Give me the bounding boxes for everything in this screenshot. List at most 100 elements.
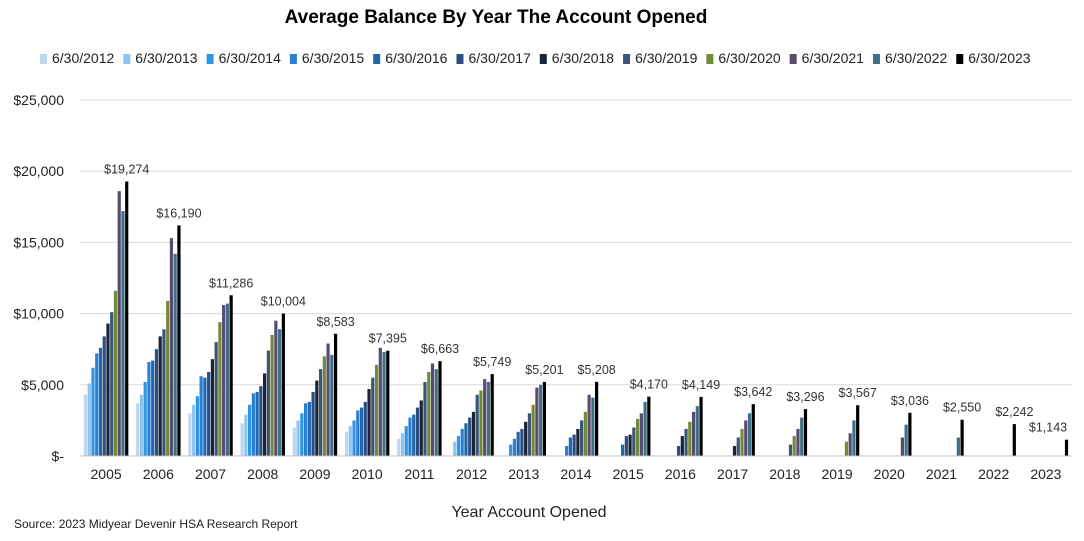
bar: [311, 391, 315, 456]
x-tick-label: 2019: [821, 466, 852, 482]
x-tick-label: 2005: [91, 466, 122, 482]
bar: [583, 411, 587, 456]
bar: [539, 384, 543, 456]
y-tick-label: $-: [52, 448, 65, 464]
bar: [747, 413, 752, 456]
bar: [352, 420, 356, 456]
bar: [371, 377, 375, 456]
source-note: Source: 2023 Midyear Devenir HSA Researc…: [14, 517, 298, 531]
bar: [415, 407, 420, 456]
x-tick-label: 2015: [613, 466, 644, 482]
bar: [110, 312, 114, 456]
y-axis-ticks: $- $5,000 $10,000 $15,000 $20,000 $25,000: [13, 92, 64, 464]
bar: [908, 412, 912, 456]
bar: [266, 350, 270, 456]
bar: [113, 290, 118, 456]
bar: [400, 433, 405, 456]
x-tick-label: 2017: [717, 466, 748, 482]
bar: [169, 238, 174, 456]
bar: [684, 428, 688, 456]
bar: [303, 403, 308, 456]
bar: [419, 400, 423, 456]
legend-label: 6/30/2023: [968, 50, 1030, 66]
y-tick-label: $10,000: [13, 306, 64, 322]
x-tick-label: 2022: [978, 466, 1009, 482]
data-label: $5,208: [578, 363, 616, 377]
bar: [192, 404, 196, 456]
x-tick-label: 2021: [926, 466, 957, 482]
bar: [576, 428, 580, 456]
legend-label: 6/30/2014: [219, 50, 281, 66]
bar: [900, 437, 904, 456]
data-label: $2,550: [943, 401, 981, 415]
bar: [102, 336, 106, 456]
x-tick-label: 2014: [560, 466, 591, 482]
bar: [732, 446, 737, 456]
bar: [471, 411, 476, 456]
bar: [468, 417, 472, 456]
data-label: $1,143: [1029, 421, 1067, 435]
x-tick-label: 2020: [874, 466, 905, 482]
x-tick-label: 2012: [456, 466, 487, 482]
bar: [531, 404, 535, 456]
bar: [904, 424, 908, 456]
legend-swatch: [206, 54, 214, 64]
chart-title: Average Balance By Year The Account Open…: [285, 7, 708, 28]
x-tick-label: 2009: [299, 466, 330, 482]
bar: [151, 360, 155, 456]
bar: [259, 386, 263, 456]
legend-swatch: [956, 54, 964, 64]
bar: [572, 434, 576, 456]
bar: [744, 420, 748, 456]
bars: [83, 181, 1069, 457]
data-label: $2,242: [995, 405, 1033, 419]
bar: [363, 401, 367, 456]
bar: [434, 369, 438, 456]
x-tick-label: 2008: [247, 466, 278, 482]
bar: [475, 394, 479, 456]
data-label: $16,190: [156, 206, 201, 220]
bar: [456, 436, 461, 456]
bar: [960, 419, 964, 456]
bar: [516, 431, 520, 456]
bar: [229, 295, 233, 456]
bar: [188, 413, 192, 456]
bar: [367, 389, 371, 456]
bar: [162, 329, 166, 456]
gridlines: [80, 99, 1072, 386]
legend-swatch: [289, 54, 297, 64]
bar: [453, 441, 457, 456]
bar: [278, 329, 282, 456]
bar: [344, 431, 349, 456]
bar: [326, 343, 330, 456]
bar: [147, 362, 151, 456]
bar: [83, 394, 88, 456]
bar: [803, 409, 808, 456]
bar: [509, 444, 513, 456]
legend-label: 6/30/2018: [552, 50, 614, 66]
bar: [356, 410, 360, 456]
bar: [512, 438, 517, 456]
bar: [382, 352, 386, 456]
legend-swatch: [623, 54, 631, 64]
bar: [486, 381, 491, 456]
bar: [386, 350, 390, 456]
bar: [800, 417, 804, 456]
x-axis-ticks: 2005 2006 2007 2008 2009 2010 2011 2012 2013 2014…: [91, 466, 1062, 482]
x-tick-label: 2016: [665, 466, 696, 482]
legend-swatch: [706, 54, 714, 64]
data-label: $4,170: [630, 378, 668, 392]
bar: [520, 428, 524, 456]
bar: [348, 426, 352, 456]
bar: [490, 374, 494, 456]
bar: [378, 347, 382, 456]
legend-label: 6/30/2021: [802, 50, 864, 66]
data-labels: $19,274 $16,190 $11,286 $10,004 $8,583 $7,395…: [104, 163, 1067, 435]
bar: [218, 322, 222, 456]
bar: [248, 404, 252, 456]
bar: [374, 364, 379, 456]
y-tick-label: $15,000: [13, 234, 64, 250]
x-tick-label: 2010: [352, 466, 383, 482]
bar: [210, 359, 214, 456]
x-axis-title: Year Account Opened: [451, 504, 606, 521]
